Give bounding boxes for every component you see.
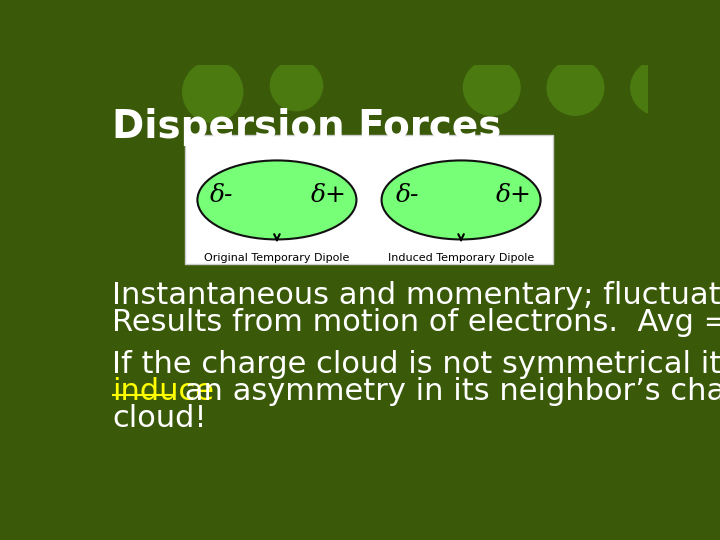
Text: induce: induce [112, 377, 215, 406]
Ellipse shape [463, 59, 521, 116]
Text: Dispersion Forces: Dispersion Forces [112, 109, 502, 146]
Ellipse shape [197, 160, 356, 239]
Ellipse shape [182, 60, 243, 123]
Text: cloud!: cloud! [112, 404, 207, 433]
Ellipse shape [630, 59, 688, 116]
FancyBboxPatch shape [185, 136, 553, 265]
Text: δ+: δ+ [496, 184, 532, 207]
Ellipse shape [382, 160, 541, 239]
Text: Results from motion of electrons.  Avg = fig. a.: Results from motion of electrons. Avg = … [112, 308, 720, 337]
Text: Instantaneous and momentary; fluctuating.: Instantaneous and momentary; fluctuating… [112, 281, 720, 310]
Ellipse shape [270, 60, 323, 111]
Text: Induced Temporary Dipole: Induced Temporary Dipole [388, 253, 534, 263]
Text: δ+: δ+ [310, 184, 346, 207]
Text: an asymmetry in its neighbor’s charge: an asymmetry in its neighbor’s charge [176, 377, 720, 406]
Text: δ-: δ- [210, 184, 233, 207]
Text: If the charge cloud is not symmetrical it will: If the charge cloud is not symmetrical i… [112, 349, 720, 379]
Ellipse shape [546, 59, 605, 116]
Text: Original Temporary Dipole: Original Temporary Dipole [204, 253, 350, 263]
Text: δ-: δ- [396, 184, 419, 207]
